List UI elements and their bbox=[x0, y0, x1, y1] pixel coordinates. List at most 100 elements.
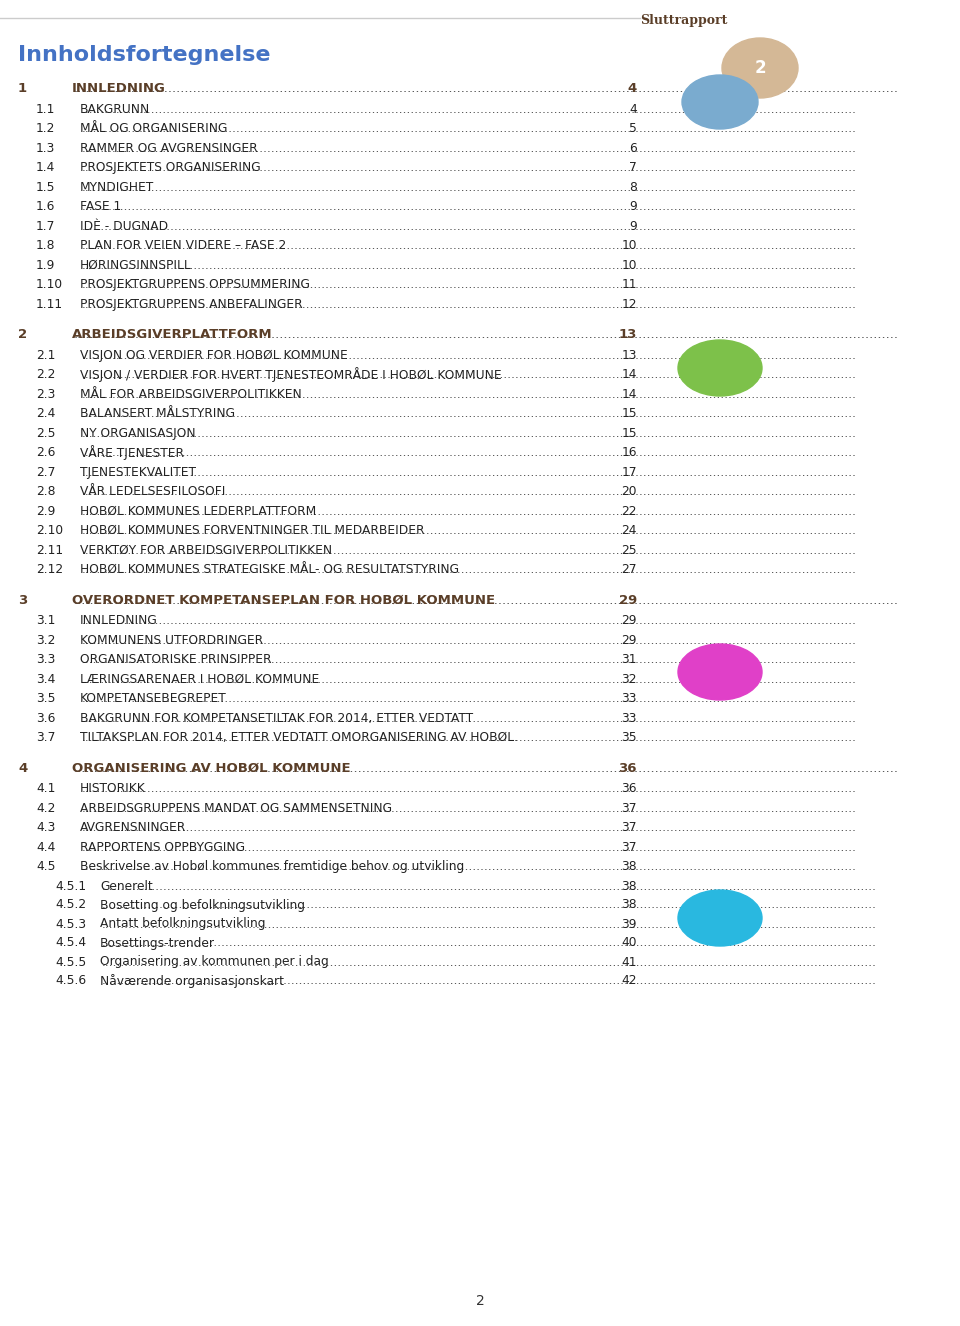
Text: INNLEDNING: INNLEDNING bbox=[72, 82, 166, 95]
Text: BAKGRUNN: BAKGRUNN bbox=[80, 102, 151, 115]
Text: ................................................................................: ........................................… bbox=[82, 634, 857, 647]
Text: PLAN FOR VEIEN VIDERE – FASE 2: PLAN FOR VEIEN VIDERE – FASE 2 bbox=[80, 239, 286, 252]
Text: 3: 3 bbox=[18, 594, 27, 607]
Text: IDÈ - DUGNAD: IDÈ - DUGNAD bbox=[80, 220, 168, 233]
Text: VÅR LEDELSESFILOSOFI: VÅR LEDELSESFILOSOFI bbox=[80, 485, 226, 499]
Text: 9: 9 bbox=[629, 200, 637, 213]
Text: 4.5.5: 4.5.5 bbox=[55, 956, 86, 968]
Text: ................................................................................: ........................................… bbox=[82, 102, 857, 115]
Text: ................................................................................: ........................................… bbox=[82, 200, 857, 213]
Text: 35: 35 bbox=[621, 731, 637, 744]
Text: ................................................................................: ........................................… bbox=[82, 142, 857, 155]
Text: 1.9: 1.9 bbox=[36, 259, 56, 272]
Text: 2.4: 2.4 bbox=[36, 407, 56, 420]
Text: ................................................................................: ........................................… bbox=[82, 614, 857, 627]
Text: 2.6: 2.6 bbox=[36, 447, 56, 459]
Text: KOMPETANSEBEGREPET: KOMPETANSEBEGREPET bbox=[80, 692, 227, 705]
Text: 9: 9 bbox=[629, 220, 637, 233]
Text: PROSJEKTETS ORGANISERING: PROSJEKTETS ORGANISERING bbox=[80, 162, 260, 174]
Text: 2: 2 bbox=[18, 329, 27, 341]
Text: 29: 29 bbox=[621, 614, 637, 627]
Text: 38: 38 bbox=[621, 899, 637, 911]
Text: Bosetting og befolkningsutvikling: Bosetting og befolkningsutvikling bbox=[100, 899, 305, 911]
Text: 4.5: 4.5 bbox=[36, 861, 56, 874]
Text: 38: 38 bbox=[621, 861, 637, 874]
Text: 1.2: 1.2 bbox=[36, 122, 56, 135]
Text: ................................................................................: ........................................… bbox=[82, 654, 857, 666]
Text: 4.5.3: 4.5.3 bbox=[55, 918, 86, 931]
Text: 10: 10 bbox=[621, 239, 637, 252]
Text: 4: 4 bbox=[18, 761, 27, 774]
Text: 2.8: 2.8 bbox=[36, 485, 56, 499]
Text: 42: 42 bbox=[621, 975, 637, 988]
Text: 3.6: 3.6 bbox=[36, 712, 56, 725]
Text: ................................................................................: ........................................… bbox=[74, 594, 899, 607]
Text: VÅRE TJENESTER: VÅRE TJENESTER bbox=[80, 446, 184, 460]
Ellipse shape bbox=[722, 38, 798, 98]
Text: ARBEIDSGIVERPLATTFORM: ARBEIDSGIVERPLATTFORM bbox=[72, 329, 273, 341]
Text: 3.2: 3.2 bbox=[36, 634, 56, 647]
Text: 33: 33 bbox=[621, 712, 637, 725]
Text: ................................................................................: ........................................… bbox=[82, 298, 857, 310]
Text: Generelt: Generelt bbox=[100, 879, 153, 892]
Ellipse shape bbox=[682, 76, 758, 129]
Text: 14: 14 bbox=[621, 387, 637, 400]
Text: NY ORGANISASJON: NY ORGANISASJON bbox=[80, 427, 196, 440]
Text: 2.3: 2.3 bbox=[36, 387, 56, 400]
Text: 2.2: 2.2 bbox=[36, 369, 56, 382]
Text: 5: 5 bbox=[629, 122, 637, 135]
Text: ................................................................................: ........................................… bbox=[82, 387, 857, 400]
Text: 4.5.4: 4.5.4 bbox=[55, 936, 86, 949]
Text: Organisering av kommunen per i dag: Organisering av kommunen per i dag bbox=[100, 956, 328, 968]
Text: 4.1: 4.1 bbox=[36, 782, 56, 796]
Text: 6: 6 bbox=[629, 142, 637, 155]
Text: 37: 37 bbox=[621, 821, 637, 834]
Text: 1.6: 1.6 bbox=[36, 200, 56, 213]
Ellipse shape bbox=[678, 339, 762, 396]
Text: ................................................................................: ........................................… bbox=[82, 349, 857, 362]
Text: INNLEDNING: INNLEDNING bbox=[80, 614, 157, 627]
Text: 16: 16 bbox=[621, 447, 637, 459]
Text: Beskrivelse av Hobøl kommunes fremtidige behov og utvikling: Beskrivelse av Hobøl kommunes fremtidige… bbox=[80, 861, 465, 874]
Text: ................................................................................: ........................................… bbox=[82, 239, 857, 252]
Text: 32: 32 bbox=[621, 672, 637, 686]
Text: MÅL FOR ARBEIDSGIVERPOLITIKKEN: MÅL FOR ARBEIDSGIVERPOLITIKKEN bbox=[80, 387, 301, 400]
Text: ................................................................................: ........................................… bbox=[82, 544, 857, 557]
Text: HOBØL KOMMUNES LEDERPLATTFORM: HOBØL KOMMUNES LEDERPLATTFORM bbox=[80, 505, 316, 517]
Text: ................................................................................: ........................................… bbox=[102, 918, 877, 931]
Text: ................................................................................: ........................................… bbox=[82, 672, 857, 686]
Text: 36: 36 bbox=[621, 782, 637, 796]
Text: 1.4: 1.4 bbox=[36, 162, 56, 174]
Text: ................................................................................: ........................................… bbox=[82, 259, 857, 272]
Ellipse shape bbox=[678, 890, 762, 945]
Text: 1.3: 1.3 bbox=[36, 142, 56, 155]
Text: KOMMUNENS UTFORDRINGER: KOMMUNENS UTFORDRINGER bbox=[80, 634, 263, 647]
Text: ORGANISATORISKE PRINSIPPER: ORGANISATORISKE PRINSIPPER bbox=[80, 654, 272, 666]
Text: 1.10: 1.10 bbox=[36, 278, 63, 292]
Text: HØRINGSINNSPILL: HØRINGSINNSPILL bbox=[80, 259, 192, 272]
Text: ................................................................................: ........................................… bbox=[82, 162, 857, 174]
Text: ................................................................................: ........................................… bbox=[82, 861, 857, 874]
Text: 31: 31 bbox=[621, 654, 637, 666]
Text: 4: 4 bbox=[629, 102, 637, 115]
Text: 2.9: 2.9 bbox=[36, 505, 56, 517]
Text: 7: 7 bbox=[629, 162, 637, 174]
Text: ................................................................................: ........................................… bbox=[82, 782, 857, 796]
Text: 36: 36 bbox=[618, 761, 637, 774]
Text: 29: 29 bbox=[619, 594, 637, 607]
Text: ................................................................................: ........................................… bbox=[102, 899, 877, 911]
Text: ................................................................................: ........................................… bbox=[82, 841, 857, 854]
Text: 33: 33 bbox=[621, 692, 637, 705]
Text: 4.4: 4.4 bbox=[36, 841, 56, 854]
Text: ................................................................................: ........................................… bbox=[82, 524, 857, 537]
Text: 3.3: 3.3 bbox=[36, 654, 56, 666]
Text: BAKGRUNN FOR KOMPETANSETILTAK FOR 2014, ETTER VEDTATT: BAKGRUNN FOR KOMPETANSETILTAK FOR 2014, … bbox=[80, 712, 473, 725]
Text: VERKTØY FOR ARBEIDSGIVERPOLITIKKEN: VERKTØY FOR ARBEIDSGIVERPOLITIKKEN bbox=[80, 544, 332, 557]
Text: 1.7: 1.7 bbox=[36, 220, 56, 233]
Text: ................................................................................: ........................................… bbox=[102, 936, 877, 949]
Text: 24: 24 bbox=[621, 524, 637, 537]
Text: 8: 8 bbox=[629, 180, 637, 194]
Text: 3.1: 3.1 bbox=[36, 614, 56, 627]
Text: 2.10: 2.10 bbox=[36, 524, 63, 537]
Text: 29: 29 bbox=[621, 634, 637, 647]
